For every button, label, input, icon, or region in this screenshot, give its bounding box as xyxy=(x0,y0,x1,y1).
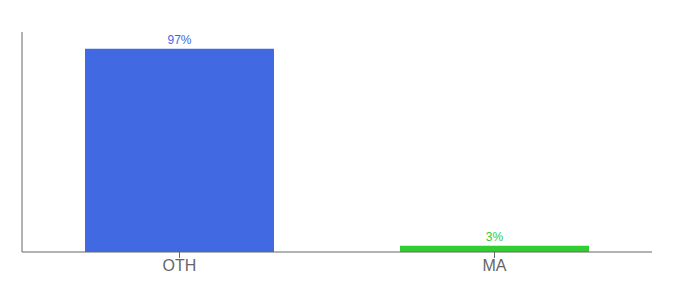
svg-text:97%: 97% xyxy=(167,33,191,47)
svg-text:MA: MA xyxy=(483,257,507,274)
svg-text:OTH: OTH xyxy=(163,257,197,274)
svg-text:3%: 3% xyxy=(486,230,504,244)
